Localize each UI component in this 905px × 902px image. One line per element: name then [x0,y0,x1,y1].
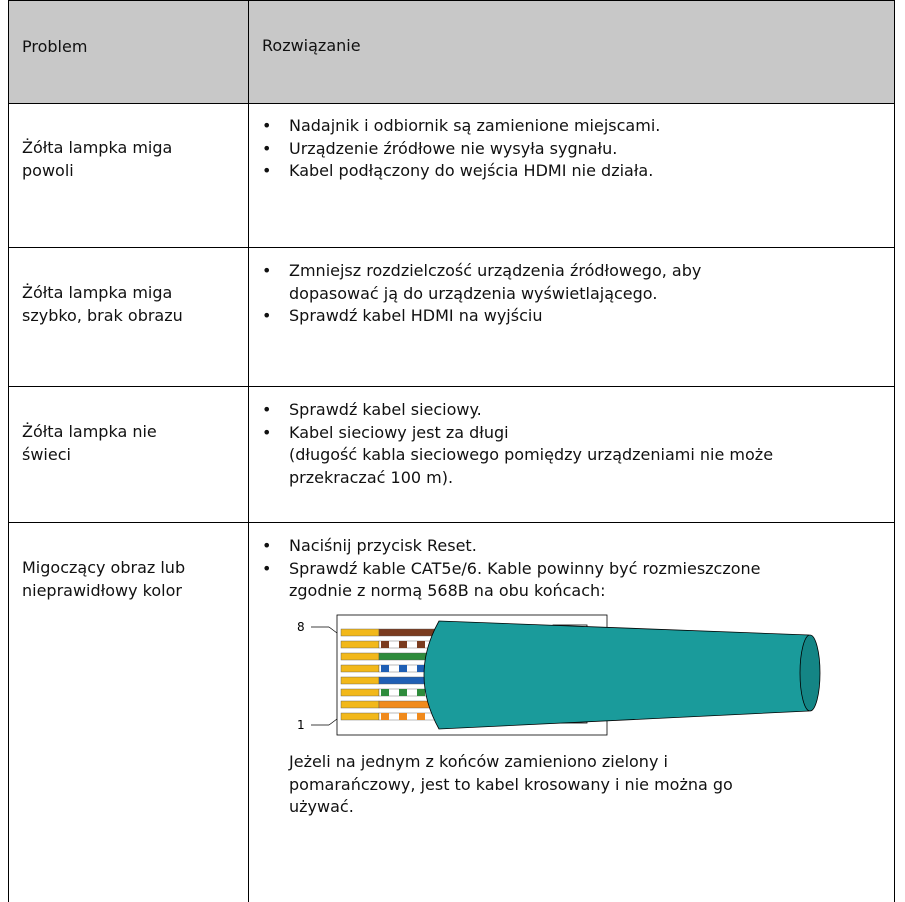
bullet-item: Naciśnij przycisk Reset. [262,535,882,558]
bullet-text: Nadajnik i odbiornik są zamienione miejs… [289,116,661,135]
wire-stripe [381,664,389,672]
pin [340,664,380,672]
wire-stripe [381,688,389,696]
wire-stripe [417,712,425,720]
solution-cell: Zmniejsz rozdzielczość urządzenia źródło… [262,260,882,328]
problem-text: powoli [22,161,74,180]
bullet-text: Urządzenie źródłowe nie wysyła sygnału. [289,138,618,158]
bullet-item: Kabel sieciowy jest za długi (długość kab… [262,422,882,490]
leader [328,718,338,725]
problem-text: szybko, brak obrazu [22,306,183,325]
wire-stripe [399,640,407,648]
bullet-text: Zmniejsz rozdzielczość urządzenia źródło… [289,261,702,280]
pin [340,652,380,660]
wire-stripe [381,640,389,648]
header-cell: Problem [22,35,247,58]
leader [328,626,338,633]
problem-text: świeci [22,445,71,464]
column-divider [248,103,249,247]
bullet-item: Urządzenie źródłowe nie wysyła sygnału. [262,138,882,161]
table-row: Migoczący obraz lub nieprawidłowy kolor Na… [8,522,895,902]
paragraph: Jeżeli na jednym z końców zamieniono zie… [262,751,882,819]
bullet-item: Zmniejsz rozdzielczość urządzenia źródło… [262,260,882,305]
wire-stripe [417,640,425,648]
bullet-item: Sprawdź kabel sieciowy. [262,399,882,422]
bullet-text: Naciśnij przycisk Reset. [289,536,477,555]
problem-text: Migoczący obraz lub [22,558,186,577]
column-divider [248,1,249,103]
wire-stripe [399,712,407,720]
problem-text: Żółta lampka miga [22,283,173,302]
bullet-text: (długość kabla sieciowego pomiędzy urząd… [289,445,774,464]
bullet-text: Kabel sieciowy jest za długi [289,422,509,442]
table-row: Żółta lampka miga powoli Nadajnik i odbior… [8,103,895,247]
problem-text: Żółta lampka miga [22,138,173,157]
pin [340,628,380,636]
header-text: Rozwiązanie [262,36,361,55]
pin [340,712,380,720]
column-divider [248,523,249,902]
paragraph-text: używać. [289,797,354,816]
bullet-text: Sprawdź kabel HDMI na wyjściu [289,306,543,325]
bullet-text: Sprawdź kable CAT5e/6. Kable powinny być… [289,558,761,578]
problem-cell: Żółta lampka nie świeci [22,420,247,466]
column-divider [248,387,249,522]
paragraph-text: Jeżeli na jednym z końców zamieniono zie… [289,752,668,771]
bullet-text: zgodnie z normą 568B na obu końcach: [289,581,606,600]
solution-cell: Nadajnik i odbiornik są zamienione miejs… [262,115,882,183]
bullet-item: Nadajnik i odbiornik są zamienione miejs… [262,115,882,138]
table-row: Żółta lampka nie świeci Sprawdź kabel siec… [8,386,895,522]
problem-text: Żółta lampka nie [22,422,157,441]
problem-cell: Migoczący obraz lub nieprawidłowy kolor [22,556,247,602]
pin-label: 1 [297,718,305,732]
header-cell: Rozwiązanie [262,35,882,58]
column-divider [248,248,249,386]
problem-cell: Żółta lampka miga szybko, brak obrazu [22,281,247,327]
wire-stripe [417,688,425,696]
wire-stripe [399,664,407,672]
cable-jacket [423,620,820,729]
pin [340,700,380,708]
cable-diagram: 81 [297,614,821,735]
problem-cell: Żółta lampka miga powoli [22,136,247,182]
bullet-item: Kabel podłączony do wejścia HDMI nie dzi… [262,160,882,183]
pin [340,640,380,648]
pin-label: 8 [297,620,305,634]
bullet-item: Sprawdź kable CAT5e/6. Kable powinny być… [262,558,882,603]
solution-cell: Sprawdź kabel sieciowy. Kabel sieciowy je… [262,399,882,489]
table-row: Żółta lampka miga szybko, brak obrazu Zmni… [8,247,895,386]
bullet-text: Sprawdź kabel sieciowy. [289,400,482,419]
wire-stripe [417,664,425,672]
cable-end [799,634,821,711]
header-row: Problem Rozwiązanie [8,0,895,104]
bullet-item: Sprawdź kabel HDMI na wyjściu [262,305,882,328]
paragraph-text: pomarańczowy, jest to kabel krosowany i … [289,774,733,794]
bullet-text: dopasować ją do urządzenia wyświetlające… [289,283,658,303]
bullet-text: Kabel podłączony do wejścia HDMI nie dzi… [289,161,654,180]
pin [340,676,380,684]
problem-text: nieprawidłowy kolor [22,581,182,600]
pin [340,688,380,696]
wire-stripe [399,688,407,696]
solution-cell: Naciśnij przycisk Reset. Sprawdź kable CA… [262,535,882,819]
header-text: Problem [22,37,88,56]
bullet-text: przekraczać 100 m). [289,467,454,487]
wire-stripe [381,712,389,720]
